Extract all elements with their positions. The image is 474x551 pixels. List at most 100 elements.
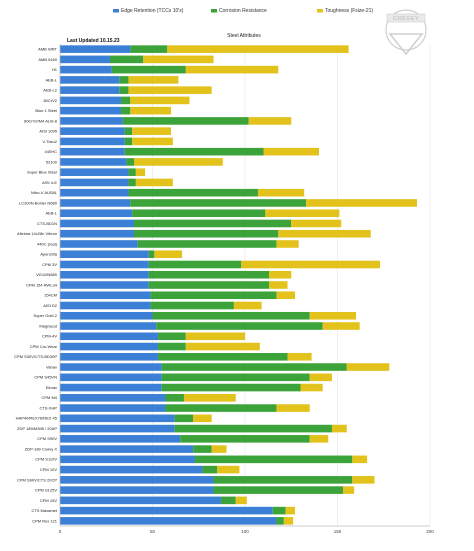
bar-corrosion-resistance (213, 476, 353, 484)
bar-corrosion-resistance (122, 117, 249, 125)
category-label: Magnacut (39, 323, 57, 328)
bar-toughness (285, 506, 295, 515)
bar-toughness (309, 373, 332, 382)
bar-edge-retention (60, 270, 149, 279)
category-label: CPM 154 RWL34 (26, 282, 58, 287)
bar-toughness (276, 291, 295, 300)
bar-edge-retention (60, 322, 157, 330)
category-label: 440C (real) (37, 241, 58, 246)
bar-corrosion-resistance (121, 96, 131, 105)
bar-edge-retention (60, 363, 162, 371)
category-label: ZDP-189 Cowry X (25, 446, 58, 451)
bar-corrosion-resistance (137, 240, 277, 248)
bar-edge-retention (60, 394, 166, 402)
legend-label-toughness: Toughness (Fsize-21) (325, 8, 373, 14)
bar-toughness (346, 363, 390, 371)
chart-title: Steel Attributes (227, 33, 261, 39)
category-label: CPM 3V (42, 262, 57, 267)
bar-edge-retention (60, 199, 131, 207)
bar-edge-retention (60, 414, 175, 423)
bar-edge-retention (60, 291, 151, 300)
bar-corrosion-resistance (119, 76, 129, 84)
brand-logo: CRESEY (385, 9, 427, 56)
bar-edge-retention (60, 496, 221, 505)
bar-toughness (130, 106, 171, 115)
category-label: 80CrV2 (43, 98, 57, 103)
logo-ring (385, 9, 427, 51)
category-label: Super Gold 2 (33, 313, 57, 318)
bar-toughness (128, 86, 212, 94)
category-label: CPM-4V (42, 334, 57, 339)
category-label: AperuSta (40, 252, 57, 257)
legend-swatch-corrosion (211, 9, 217, 13)
bar-edge-retention (60, 178, 129, 187)
bar-edge-retention (60, 352, 159, 361)
category-label: Vanax (46, 364, 57, 369)
bar-corrosion-resistance (124, 127, 133, 135)
bar-edge-retention (60, 147, 125, 156)
bar-toughness (193, 414, 212, 423)
category-label: AEB-L (45, 77, 57, 82)
bar-corrosion-resistance (124, 147, 264, 156)
bar-edge-retention (60, 455, 196, 464)
bar-toughness (185, 332, 245, 341)
category-label: 154CM (44, 293, 57, 298)
bar-toughness (309, 311, 356, 320)
x-tick-label: 150 (334, 529, 342, 534)
bar-edge-retention (60, 445, 194, 453)
bar-edge-retention (60, 117, 123, 125)
bar-toughness (185, 65, 279, 74)
category-label: Blue 1 Steel (35, 108, 57, 113)
category-label: CPM S125V (35, 488, 57, 493)
category-label: CTS-BD1N (37, 221, 57, 226)
bar-toughness (132, 127, 171, 135)
bar-corrosion-resistance (128, 188, 258, 197)
legend-swatch-edge (113, 9, 119, 13)
bar-corrosion-resistance (161, 363, 347, 371)
bar-corrosion-resistance (130, 199, 307, 207)
category-label: CPM Rex 121 (32, 518, 58, 523)
category-label: Elmax (46, 385, 57, 390)
bar-edge-retention (60, 219, 134, 228)
x-tick-label: 100 (241, 529, 249, 534)
category-label: AISI D2 (43, 303, 58, 308)
bar-corrosion-resistance (148, 260, 242, 269)
bar-toughness (128, 76, 179, 84)
bar-toughness (278, 229, 371, 238)
bar-toughness (183, 394, 236, 402)
bar-corrosion-resistance (148, 270, 270, 279)
category-label: AMB 5160 (38, 57, 57, 62)
bar-corrosion-resistance (220, 496, 236, 505)
bar-corrosion-resistance (213, 486, 344, 494)
bar-edge-retention (60, 311, 153, 320)
bar-corrosion-resistance (161, 383, 301, 392)
bar-toughness (306, 199, 418, 207)
legend-label-edge: Edge Retention (TCCs 10's) (121, 8, 184, 14)
bar-toughness (135, 178, 173, 187)
last-updated: Last Updated 10.15.23 (67, 38, 120, 44)
logo-banner (386, 13, 426, 23)
bar-toughness (233, 301, 262, 310)
bar-toughness (217, 465, 240, 474)
bar-toughness (309, 435, 329, 443)
category-label: HAP40/REX76/REX 45 (16, 416, 58, 421)
bar-edge-retention (60, 127, 125, 135)
bar-edge-retention (60, 332, 159, 341)
bar-edge-retention (60, 45, 131, 53)
bar-toughness (154, 250, 183, 259)
bar-toughness (276, 240, 299, 248)
bar-toughness (134, 158, 223, 166)
bar-edge-retention (60, 373, 162, 382)
category-label: CPM S90V (37, 436, 57, 441)
bar-corrosion-resistance (158, 352, 288, 361)
category-label: CTS-XHP (39, 405, 57, 410)
bar-toughness (235, 496, 247, 505)
bar-edge-retention (60, 168, 129, 176)
bar-edge-retention (60, 281, 149, 289)
category-label: AMB WRT (38, 47, 57, 52)
bar-toughness (132, 137, 173, 146)
bar-corrosion-resistance (152, 311, 310, 320)
bar-toughness (283, 517, 294, 525)
